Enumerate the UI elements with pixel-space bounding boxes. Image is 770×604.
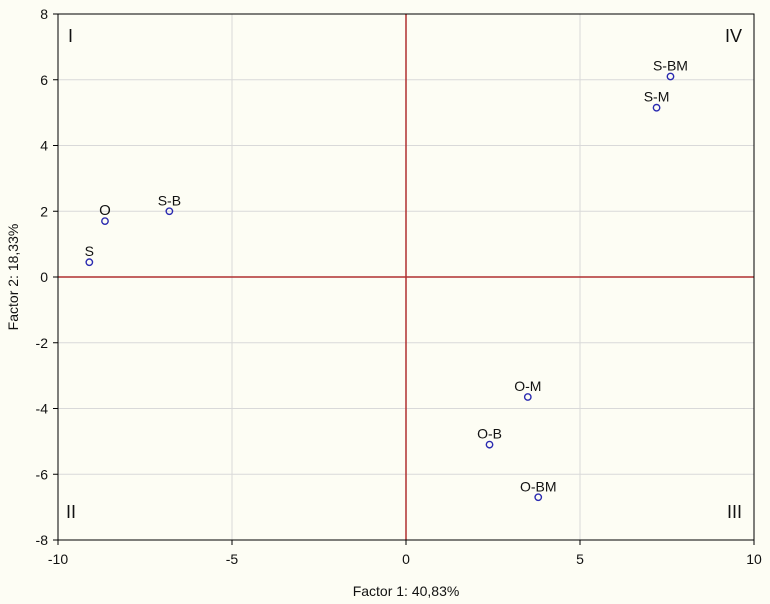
data-point-marker — [652, 103, 661, 112]
y-tick-label: 8 — [40, 6, 48, 22]
data-point-marker — [534, 493, 543, 502]
y-tick-label: -4 — [36, 401, 49, 417]
y-tick-label: -8 — [36, 532, 49, 548]
data-point-label: O-M — [514, 378, 541, 394]
data-point-marker — [101, 217, 109, 226]
data-point-label: S-B — [158, 192, 181, 208]
data-point-label: O — [99, 202, 111, 219]
data-point-marker — [523, 393, 532, 401]
y-tick-label: -2 — [36, 335, 49, 351]
reference-lines — [58, 14, 754, 540]
quadrant-label: III — [727, 502, 742, 522]
axis-ticks: -10 -5 0 5 10 -8 -6 -4 -2 0 2 4 6 8 — [36, 6, 762, 567]
quadrant-label: II — [66, 502, 76, 522]
data-point-label: S-BM — [653, 57, 688, 73]
data-point-label: O-B — [477, 426, 502, 442]
y-tick-label: 4 — [40, 138, 48, 154]
data-point-marker — [485, 440, 494, 449]
y-tick-label: 0 — [40, 269, 48, 285]
x-axis-title: Factor 1: 40,83% — [353, 583, 460, 599]
quadrant-label: I — [68, 26, 73, 46]
y-tick-label: 6 — [40, 72, 48, 88]
y-tick-label: -6 — [36, 466, 49, 482]
x-tick-label: -5 — [226, 551, 239, 567]
data-point-marker — [85, 258, 94, 267]
x-tick-label: -10 — [48, 551, 68, 567]
quadrant-label: IV — [725, 26, 742, 46]
x-tick-label: 5 — [576, 551, 584, 567]
x-tick-label: 0 — [402, 551, 410, 567]
data-point-label: S-M — [644, 89, 670, 105]
x-tick-label: 10 — [746, 551, 762, 567]
data-point-marker — [165, 207, 174, 216]
y-axis-title: Factor 2: 18,33% — [5, 224, 21, 331]
data-point-label: S — [85, 243, 94, 259]
y-tick-label: 2 — [40, 203, 48, 219]
data-points: S O S-B S-BM S-M O-M O-B O-BM — [85, 57, 688, 502]
data-point-marker — [666, 72, 675, 81]
data-point-label: O-BM — [520, 478, 557, 494]
